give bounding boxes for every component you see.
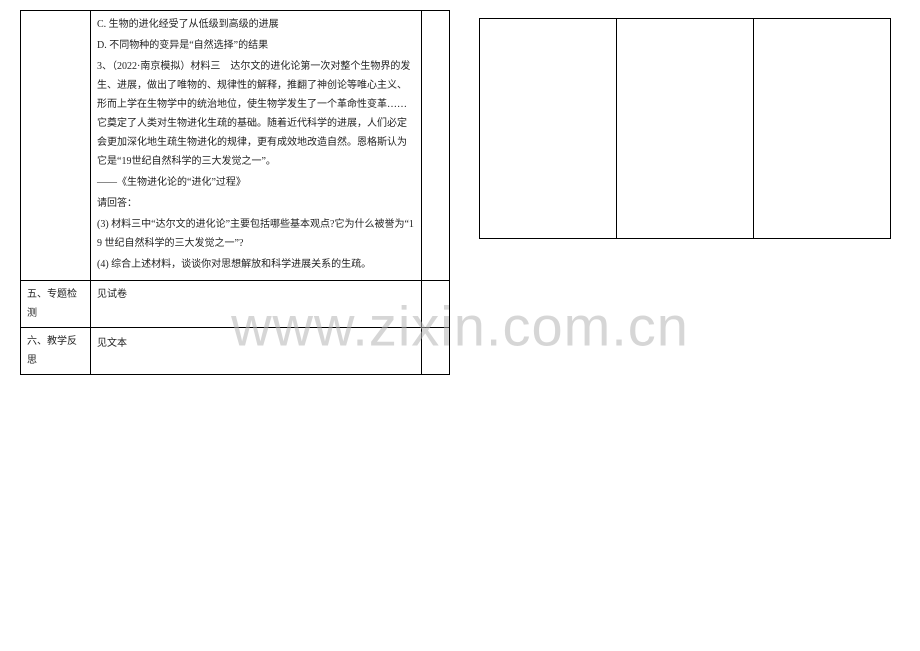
content-line: D. 不同物种的变异是“自然选择”的结果 (97, 36, 415, 55)
content-line: 3、（2022·南京模拟）材料三 达尔文的进化论第一次对整个生物界的发生、进展，… (97, 57, 415, 171)
page-left: C. 生物的进化经受了从低级到高级的进展 D. 不同物种的变异是“自然选择”的结… (20, 10, 450, 640)
page-right (470, 10, 900, 640)
row-label-cell (21, 11, 91, 281)
table-row: 五、专题检测 见试卷 (21, 281, 450, 328)
empty-cell (479, 19, 616, 239)
row-content-cell: 见文本 (91, 328, 422, 375)
row-content-cell: 见试卷 (91, 281, 422, 328)
row-margin-cell (422, 281, 450, 328)
table-body: C. 生物的进化经受了从低级到高级的进展 D. 不同物种的变异是“自然选择”的结… (21, 11, 450, 375)
empty-table (479, 18, 892, 239)
row-label-cell: 六、教学反思 (21, 328, 91, 375)
content-line: 见文本 (97, 334, 415, 353)
empty-cell (616, 19, 753, 239)
row-content-cell: C. 生物的进化经受了从低级到高级的进展 D. 不同物种的变异是“自然选择”的结… (91, 11, 422, 281)
content-line: (4) 综合上述材料，谈谈你对思想解放和科学进展关系的生疏。 (97, 255, 415, 274)
row-margin-cell (422, 11, 450, 281)
content-line: (3) 材料三中“达尔文的进化论”主要包括哪些基本观点?它为什么被誉为“19 世… (97, 215, 415, 253)
empty-cell (754, 19, 891, 239)
content-line: C. 生物的进化经受了从低级到高级的进展 (97, 15, 415, 34)
table-row: C. 生物的进化经受了从低级到高级的进展 D. 不同物种的变异是“自然选择”的结… (21, 11, 450, 281)
content-line: ——《生物进化论的“进化”过程》 (97, 173, 415, 192)
row-label-cell: 五、专题检测 (21, 281, 91, 328)
table-row (479, 19, 891, 239)
table-row: 六、教学反思 见文本 (21, 328, 450, 375)
content-line: 请回答： (97, 194, 415, 213)
document-table: C. 生物的进化经受了从低级到高级的进展 D. 不同物种的变异是“自然选择”的结… (20, 10, 450, 375)
content-line: 见试卷 (97, 285, 415, 304)
row-margin-cell (422, 328, 450, 375)
